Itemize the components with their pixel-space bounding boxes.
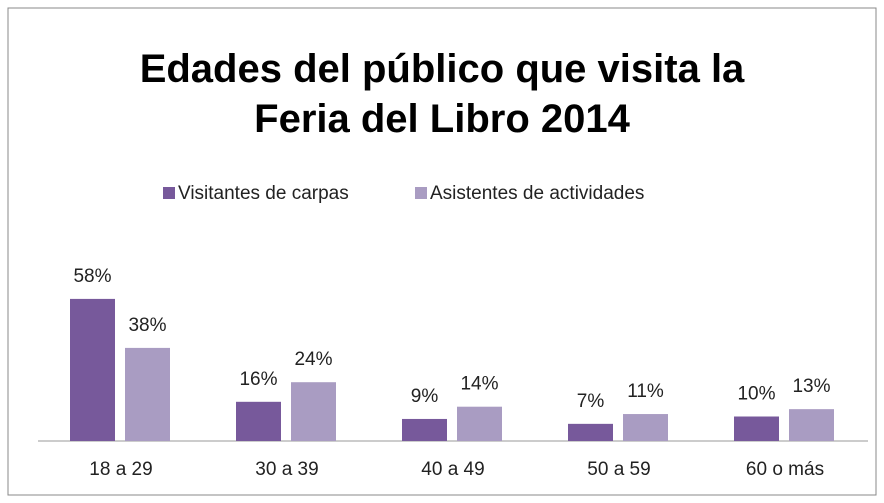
x-tick-label: 50 a 59 — [587, 459, 650, 480]
legend-swatch — [415, 187, 427, 199]
bar — [236, 401, 281, 441]
bar — [734, 416, 779, 441]
bar — [291, 382, 336, 441]
bar — [402, 418, 447, 441]
bar — [70, 298, 115, 441]
data-label: 58% — [73, 266, 111, 287]
legend-label: Asistentes de actividades — [430, 183, 644, 204]
data-label: 10% — [737, 384, 775, 405]
data-label: 13% — [792, 376, 830, 397]
data-label: 24% — [294, 349, 332, 370]
bar — [623, 414, 668, 441]
x-tick-label: 40 a 49 — [421, 459, 484, 480]
bar — [568, 423, 613, 441]
data-label: 16% — [239, 369, 277, 390]
data-label: 9% — [411, 386, 439, 407]
x-tick-label: 30 a 39 — [255, 459, 318, 480]
data-label: 38% — [128, 315, 166, 336]
legend-label: Visitantes de carpas — [178, 183, 349, 204]
bar — [457, 406, 502, 441]
bar — [125, 347, 170, 441]
x-tick-label: 18 a 29 — [89, 459, 152, 480]
chart-title: Edades del público que visita la Feria d… — [139, 47, 745, 141]
x-tick-label: 60 o más — [746, 459, 824, 480]
data-label: 14% — [460, 374, 498, 395]
data-label: 11% — [627, 381, 664, 402]
legend-swatch — [163, 187, 175, 199]
data-label: 7% — [577, 391, 605, 412]
bar — [789, 409, 834, 441]
